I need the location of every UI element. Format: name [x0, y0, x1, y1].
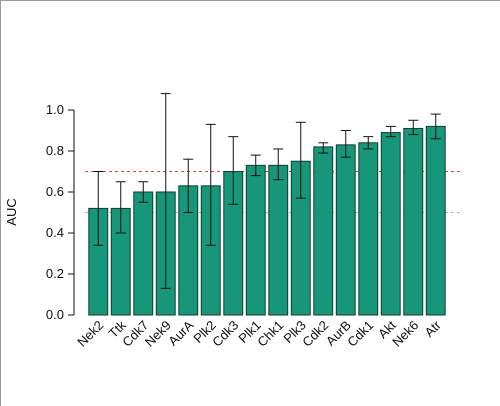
bar-cdk7: [133, 191, 154, 316]
x-tick-label-cdk1: Cdk1: [344, 318, 376, 350]
error-bar-cdk2: [318, 142, 329, 154]
y-axis-label: AUC: [4, 198, 19, 225]
error-bar-nek2: [93, 171, 104, 246]
bar-cdk2: [313, 146, 334, 316]
error-bar-aura: [183, 158, 194, 213]
bar-chk1: [268, 164, 289, 316]
x-axis-labels: Nek2 TtkCdk7Nek9AurAPlk2Cdk3Plk1Chk1Plk3C…: [74, 317, 444, 350]
y-tick-label-2: 0.4: [46, 225, 64, 240]
x-tick-label-nek6: Nek6: [389, 318, 421, 350]
x-tick-label-nek2: Nek2: [74, 318, 106, 350]
error-bar-cdk1: [363, 136, 374, 150]
bar-akt: [380, 132, 401, 316]
error-bar-plk3: [295, 121, 306, 199]
y-axis: 0.0 0.2 0.4 0.6 0.8 1.0: [46, 102, 75, 322]
error-bar-akt: [385, 125, 396, 138]
bar-aurb: [335, 144, 356, 316]
error-bar-nek9: [160, 93, 171, 289]
bar-nek6: [403, 127, 424, 316]
y-tick-label-0: 0.0: [46, 307, 64, 322]
bars: [88, 125, 446, 316]
error-bar-chk1: [273, 148, 284, 181]
error-bar-aurb: [340, 130, 351, 158]
bar-atr: [425, 125, 446, 316]
error-bar-atr: [430, 113, 441, 140]
y-tick-label-3: 0.6: [46, 184, 64, 199]
y-tick-label-1: 0.2: [46, 266, 64, 281]
error-bar-ttk: [115, 181, 126, 234]
error-bar-cdk3: [228, 136, 239, 205]
error-bar-plk1: [250, 154, 261, 177]
error-bar-nek6: [408, 119, 419, 136]
error-bar-cdk7: [138, 181, 149, 203]
y-tick-label-5: 1.0: [46, 102, 64, 117]
y-tick-label-4: 0.8: [46, 143, 64, 158]
error-bars: [93, 93, 441, 289]
error-bar-plk2: [205, 123, 216, 246]
x-tick-label-atr: Atr: [422, 317, 445, 340]
bar-plk1: [245, 164, 266, 316]
bar-cdk1: [358, 142, 379, 316]
